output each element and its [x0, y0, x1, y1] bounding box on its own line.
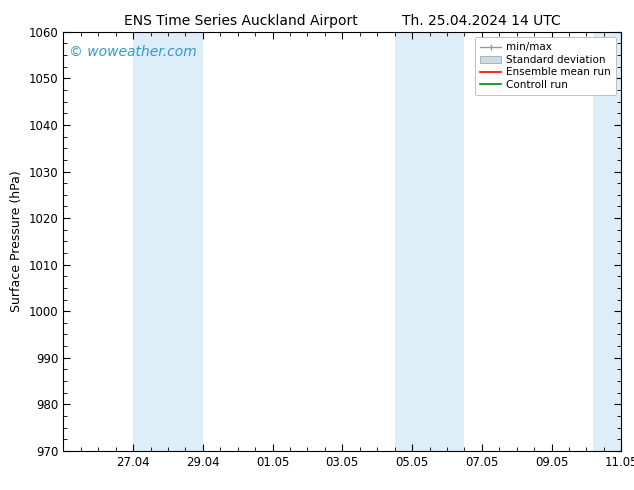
Text: © woweather.com: © woweather.com — [69, 45, 197, 58]
Bar — [133, 32, 203, 451]
Legend: min/max, Standard deviation, Ensemble mean run, Controll run: min/max, Standard deviation, Ensemble me… — [475, 37, 616, 95]
Text: Th. 25.04.2024 14 UTC: Th. 25.04.2024 14 UTC — [403, 14, 561, 28]
Bar — [593, 32, 621, 451]
Title: ENS Time Series Auckland Airport      Th. 25.04.2024 14 UTC: ENS Time Series Auckland Airport Th. 25.… — [0, 489, 1, 490]
Bar — [394, 32, 464, 451]
Text: ENS Time Series Auckland Airport: ENS Time Series Auckland Airport — [124, 14, 358, 28]
Y-axis label: Surface Pressure (hPa): Surface Pressure (hPa) — [10, 171, 23, 312]
